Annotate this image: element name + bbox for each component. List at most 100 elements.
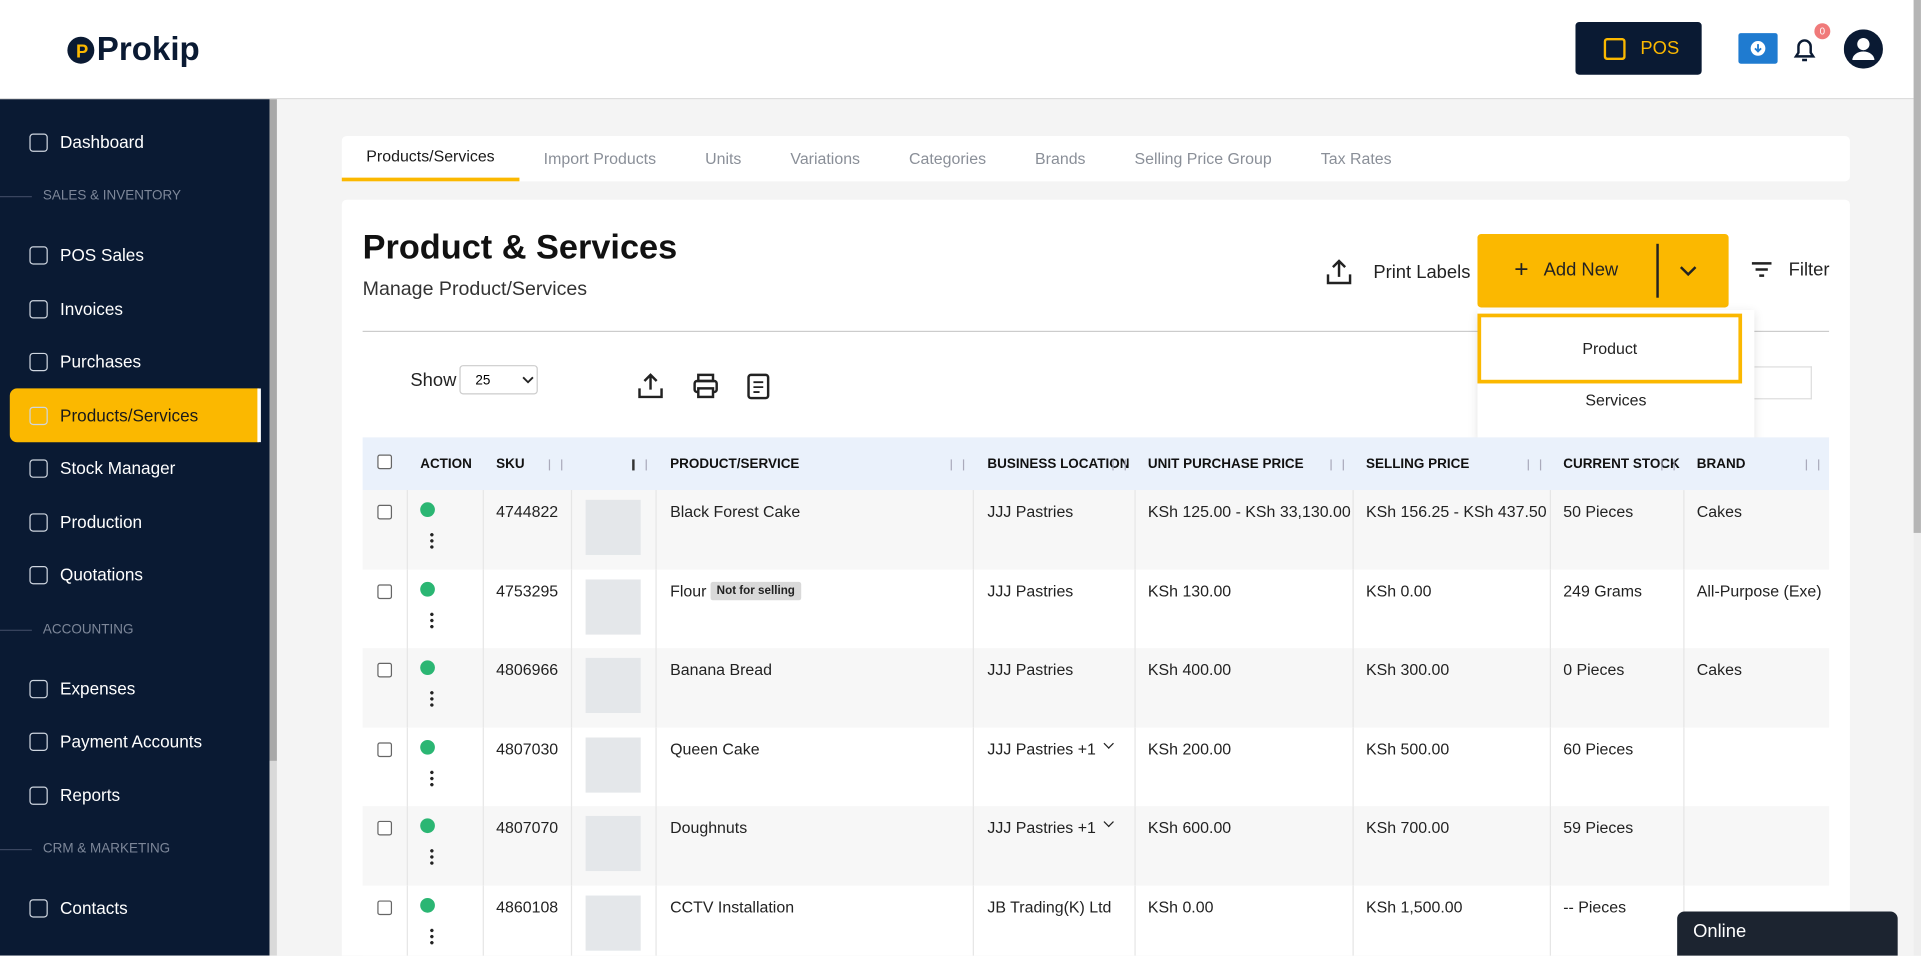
- cell-sku: 4807030: [496, 739, 559, 758]
- cell-border: [1549, 806, 1551, 886]
- filter-button[interactable]: Filter: [1749, 257, 1829, 282]
- kebab-menu[interactable]: [430, 926, 434, 944]
- kebab-menu[interactable]: [430, 847, 434, 865]
- dropdown-item[interactable]: Services: [1585, 390, 1647, 410]
- kebab-menu[interactable]: [430, 689, 434, 707]
- cell-brand: All-Purpose (Exe): [1696, 581, 1822, 600]
- cell-border: [1134, 569, 1136, 649]
- page-size: 25: [475, 373, 491, 389]
- add-icon[interactable]: [420, 581, 435, 597]
- cell-border: [1134, 885, 1136, 956]
- cell-stock: 0 Pieces: [1563, 660, 1625, 679]
- cell-purchase: KSh 200.00: [1147, 739, 1232, 758]
- cell-product: Black Forest Cake: [670, 502, 801, 521]
- cell-border: [655, 569, 657, 649]
- tab[interactable]: Products/Services: [341, 136, 520, 182]
- add-icon[interactable]: [420, 897, 435, 913]
- online-status[interactable]: Online: [1677, 911, 1898, 956]
- cell-border: [1549, 727, 1551, 807]
- table-header: [362, 437, 1830, 491]
- add-icon[interactable]: [420, 660, 435, 676]
- sidebar-icon: [29, 459, 48, 478]
- select-arrow: [522, 376, 534, 384]
- image-placeholder: [585, 736, 641, 793]
- cell-border: [406, 727, 408, 807]
- filter-icon: [1751, 262, 1772, 277]
- tab[interactable]: Units: [705, 149, 742, 168]
- page-subtitle: Manage Product/Services: [362, 279, 588, 301]
- bell-icon[interactable]: [1791, 36, 1818, 65]
- add-icon[interactable]: [420, 502, 435, 517]
- sidebar-label: Stock Manager: [60, 458, 176, 478]
- row-checkbox[interactable]: [377, 899, 393, 915]
- sidebar: Dashboard SALES & INVENTORY POS Sales Invoi…: [0, 99, 270, 956]
- cell-border: [1549, 648, 1551, 728]
- tab[interactable]: Variations: [790, 149, 861, 168]
- cell-border: [570, 569, 573, 649]
- cell-border: [482, 727, 484, 807]
- row-checkbox[interactable]: [377, 741, 393, 757]
- sort-icon: [1112, 459, 1126, 471]
- sidebar-icon: [29, 406, 48, 426]
- cell-border: [655, 490, 657, 570]
- add-new-button[interactable]: + Add New: [1477, 233, 1729, 308]
- pos-button[interactable]: POS: [1575, 22, 1702, 75]
- tab[interactable]: Categories: [909, 149, 987, 168]
- cell-border: [1352, 727, 1354, 807]
- search-input[interactable]: [1754, 366, 1812, 400]
- sidebar-label: Purchases: [60, 351, 142, 372]
- cell-border: [1683, 490, 1685, 570]
- sidebar-label: Production: [60, 512, 143, 532]
- sort-icon: [950, 459, 965, 471]
- cell-stock: 50 Pieces: [1563, 502, 1634, 521]
- chevron-down[interactable]: [1678, 263, 1698, 278]
- tab[interactable]: Import Products: [543, 149, 657, 168]
- page-size-select[interactable]: 25: [459, 365, 538, 395]
- row-checkbox[interactable]: [377, 820, 393, 836]
- tab[interactable]: Tax Rates: [1320, 149, 1392, 168]
- download-button[interactable]: [1738, 33, 1778, 64]
- row-checkbox[interactable]: [377, 662, 393, 678]
- cell-sku: 4744822: [496, 502, 559, 521]
- active-highlight: [9, 388, 261, 443]
- cell-location: JJJ Pastries: [987, 660, 1074, 679]
- column-header: UNIT PURCHASE PRICE: [1147, 456, 1304, 472]
- dropdown-item[interactable]: Product: [1477, 313, 1743, 384]
- cell-border: [570, 806, 573, 886]
- cell-purchase: KSh 130.00: [1147, 581, 1232, 600]
- add-icon[interactable]: [420, 739, 435, 755]
- row-checkbox[interactable]: [377, 504, 393, 520]
- cell-stock: 249 Grams: [1563, 581, 1643, 600]
- tab[interactable]: Selling Price Group: [1134, 149, 1272, 168]
- sidebar-icon: [29, 732, 48, 751]
- cell-border: [406, 569, 408, 649]
- logo: Prokip: [96, 30, 200, 68]
- pos-icon: [1603, 37, 1626, 61]
- kebab-menu[interactable]: [430, 531, 434, 549]
- avatar[interactable]: [1843, 29, 1883, 69]
- cell-stock: 60 Pieces: [1563, 739, 1634, 758]
- cell-sku: 4807070: [496, 818, 559, 837]
- add-icon[interactable]: [420, 818, 435, 834]
- sidebar-label: Invoices: [60, 298, 123, 319]
- not-for-selling-badge: Not for selling: [710, 581, 802, 601]
- sort-icon: [1661, 459, 1675, 471]
- image-placeholder: [585, 894, 641, 951]
- sort-icon: [632, 459, 647, 471]
- tab[interactable]: Brands: [1035, 149, 1086, 168]
- cell-border: [482, 885, 484, 956]
- button-divider: [1656, 243, 1659, 298]
- column-header: CURRENT STOCK: [1563, 456, 1680, 472]
- cell-selling: KSh 0.00: [1365, 581, 1432, 600]
- cell-border: [972, 569, 974, 649]
- export-icons[interactable]: [637, 372, 774, 400]
- row-checkbox[interactable]: [377, 583, 393, 599]
- kebab-menu[interactable]: [430, 610, 434, 628]
- kebab-menu[interactable]: [430, 768, 434, 786]
- cell-border: [972, 490, 974, 570]
- print-labels-button[interactable]: Print Labels: [1326, 257, 1470, 286]
- sidebar-section: SALES & INVENTORY: [0, 189, 181, 203]
- sidebar-label: Contacts: [60, 897, 128, 918]
